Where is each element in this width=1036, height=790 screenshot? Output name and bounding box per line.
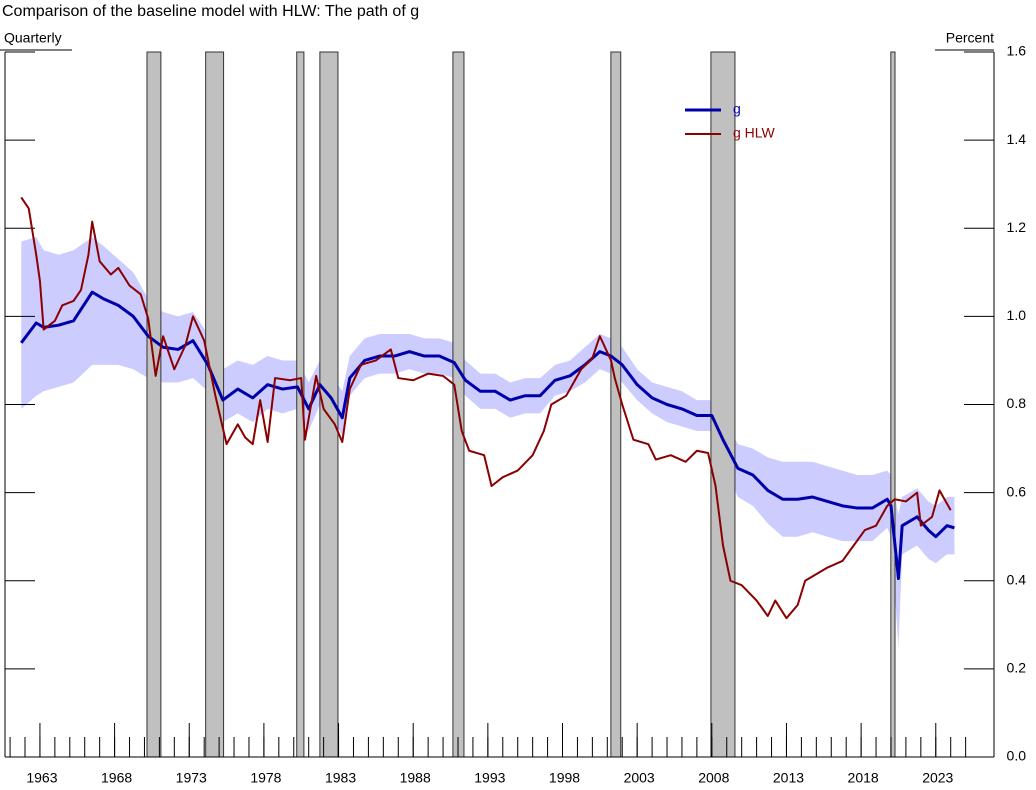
series-line: [20, 196, 952, 620]
y-tick-label: 0.2: [1007, 660, 1027, 676]
y-tick-label: 0.6: [1007, 483, 1027, 499]
x-tick-label: 1963: [26, 770, 57, 786]
x-tick-label: 1993: [474, 770, 505, 786]
x-tick-label: 1968: [101, 770, 132, 786]
legend-label: g HLW: [733, 125, 776, 141]
recession-shade: [890, 51, 896, 758]
recession-shade: [610, 51, 622, 758]
recession-shade: [205, 51, 225, 758]
y-tick-label: 0.4: [1007, 571, 1027, 587]
x-tick-label: 2018: [848, 770, 879, 786]
y-tick-label: 1.0: [1007, 307, 1027, 323]
x-tick-label: 2003: [624, 770, 655, 786]
x-tick-label: 1973: [176, 770, 207, 786]
recession-shade: [710, 51, 736, 758]
x-tick-label: 2023: [922, 770, 953, 786]
x-tick-label: 1998: [549, 770, 580, 786]
x-tick-label: 2013: [773, 770, 804, 786]
chart-title: Comparison of the baseline model with HL…: [2, 3, 419, 20]
recession-shade: [146, 51, 162, 758]
x-tick-label: 1978: [250, 770, 281, 786]
y-axis-label: Percent: [946, 30, 994, 46]
y-tick-label: 0.8: [1007, 395, 1027, 411]
y-tick-label: 0.0: [1007, 748, 1027, 764]
x-tick-label: 2008: [698, 770, 729, 786]
x-axis-label: Quarterly: [4, 30, 62, 46]
y-tick-label: 1.6: [1007, 43, 1027, 59]
x-tick-label: 1988: [400, 770, 431, 786]
legend-label: g: [733, 101, 741, 117]
confidence-band: [21, 237, 955, 647]
x-tick-label: 1983: [325, 770, 356, 786]
y-tick-label: 1.2: [1007, 219, 1027, 235]
y-tick-label: 1.4: [1007, 131, 1027, 147]
